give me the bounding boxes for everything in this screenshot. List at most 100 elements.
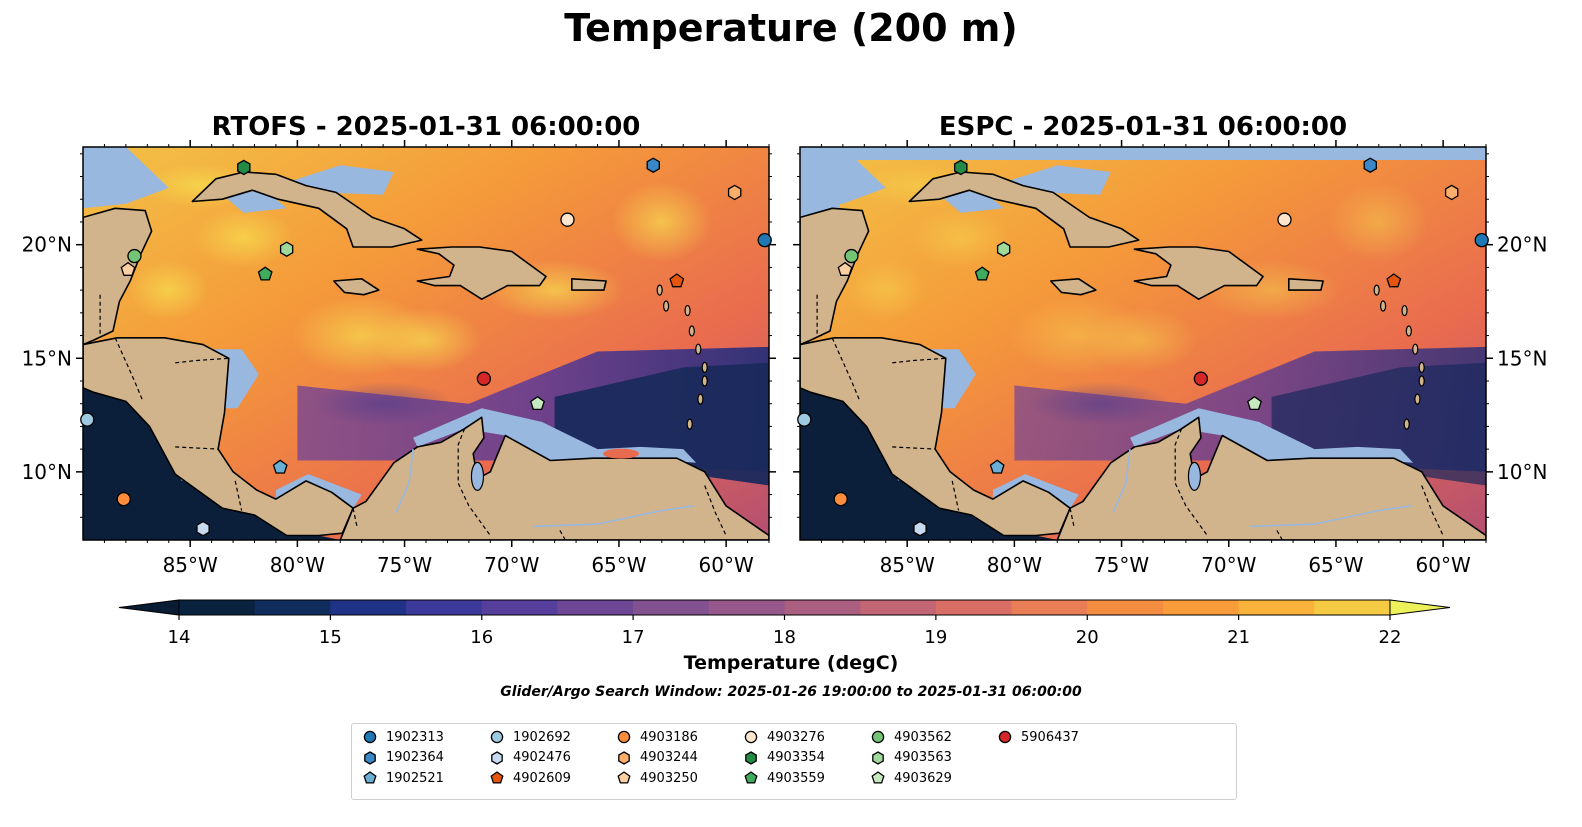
legend-label: 1902364 [386,750,444,765]
legend-item-1902313: 1902313 [362,727,444,747]
legend-label: 1902313 [386,729,444,745]
map-panel-rtofs [83,147,769,540]
float-marker-4902609 [669,273,685,288]
float-marker-4903629 [530,395,545,411]
legend: 1902313 1902364 1902521 1902692 4902476 49026… [351,723,1237,800]
land-jamaica [1050,277,1097,296]
cool-eddy [1030,381,1171,426]
float-marker-4903629 [1247,395,1262,411]
float-marker-1902313 [1474,232,1489,248]
lon-tick-label: 65°W [591,553,646,577]
legend-swatch [871,771,885,784]
legend-label: 4902476 [513,750,571,765]
legend-label: 4903563 [894,750,952,765]
river [533,505,695,528]
float-marker-4903244 [1444,184,1459,201]
island-antilles [701,375,708,387]
island-antilles [1373,284,1380,296]
legend-swatch [490,771,504,784]
colorbar-segment [1238,600,1315,615]
island-antilles [1405,325,1412,337]
panel-title-rtofs: RTOFS - 2025-01-31 06:00:00 [211,112,641,142]
island-antilles [1401,304,1408,317]
shelf-venezuela [1130,408,1414,463]
country-border [175,357,229,364]
island-antilles [1403,418,1410,430]
island-antilles [688,325,695,337]
legend-marker-pentagon-icon [744,771,758,784]
land-central-america [800,336,1071,537]
float-marker-4903563 [996,241,1011,257]
land-south-america [1056,416,1486,540]
legend-item-4902476: 4902476 [489,748,571,768]
colorbar-segment [1011,600,1088,615]
country-border [831,337,861,402]
island-antilles [662,300,670,312]
legend-swatch [998,730,1012,744]
country-border [892,357,946,364]
lon-tick-label: 80°W [987,553,1042,577]
island-antilles [686,418,693,430]
colorbar-extend-high [1389,599,1451,616]
land-hispaniola [416,246,547,301]
legend-swatch [618,750,630,765]
legend-swatch [871,730,885,744]
legend-marker-circle-icon [744,730,758,744]
country-border [558,528,566,540]
lon-tick-label: 65°W [1308,553,1363,577]
lat-tick-label: 20°N [22,233,72,257]
float-marker-4902476 [913,520,927,537]
warm-eddy [193,207,294,268]
shelf-panama [275,474,362,509]
legend-item-4903244: 4903244 [616,748,698,768]
colorbar-tick-label: 14 [168,627,191,648]
island-antilles [656,284,663,296]
legend-item-4903562: 4903562 [870,727,952,747]
colorbar-segment [784,600,861,615]
colorbar-extend-low [118,599,180,616]
lat-tick-label: 20°N [1497,233,1547,257]
country-border [1421,485,1444,536]
land-central-america [83,336,354,537]
float-marker-1902692 [80,412,95,427]
country-border [1069,508,1075,529]
legend-swatch [745,750,757,765]
warm-eddy [1328,181,1429,262]
colorbar-tick-label: 21 [1227,627,1250,648]
river [1112,449,1131,514]
float-marker-4903276 [1277,212,1292,227]
legend-label: 4903244 [640,750,698,765]
colorbar-segment [860,600,937,615]
legend-marker-hexagon-icon [491,750,503,765]
legend-swatch [744,730,758,744]
legend-swatch [744,771,758,784]
legend-swatch [364,750,376,765]
legend-marker-pentagon-icon [490,771,504,784]
lon-tick-label: 75°W [377,553,432,577]
legend-swatch [617,771,631,784]
colorbar-segment [708,600,785,615]
float-marker-4903562 [844,248,859,264]
country-border [457,428,491,536]
island-antilles [1414,393,1421,405]
land-puerto-rico [1288,277,1324,291]
colorbar-segment [1162,600,1240,615]
colorbar-segment [935,600,1013,615]
legend-item-4902609: 4902609 [489,768,571,788]
legend-item-4903250: 4903250 [616,768,698,788]
legend-item-4903276: 4903276 [743,727,825,747]
pacific-water [800,387,1058,540]
lon-tick-label: 75°W [1094,553,1149,577]
river [1250,505,1412,528]
colorbar-segment [179,600,256,615]
colorbar-tick-label: 17 [622,627,645,648]
island-antilles [1412,343,1419,355]
legend-swatch [490,730,504,744]
legend-marker-hexagon-icon [745,750,757,765]
legend-marker-circle-icon [617,730,631,744]
lon-tick-label: 60°W [699,553,754,577]
lon-tick-label: 70°W [484,553,539,577]
legend-label: 1902692 [513,729,571,745]
legend-label: 1902521 [386,770,444,786]
